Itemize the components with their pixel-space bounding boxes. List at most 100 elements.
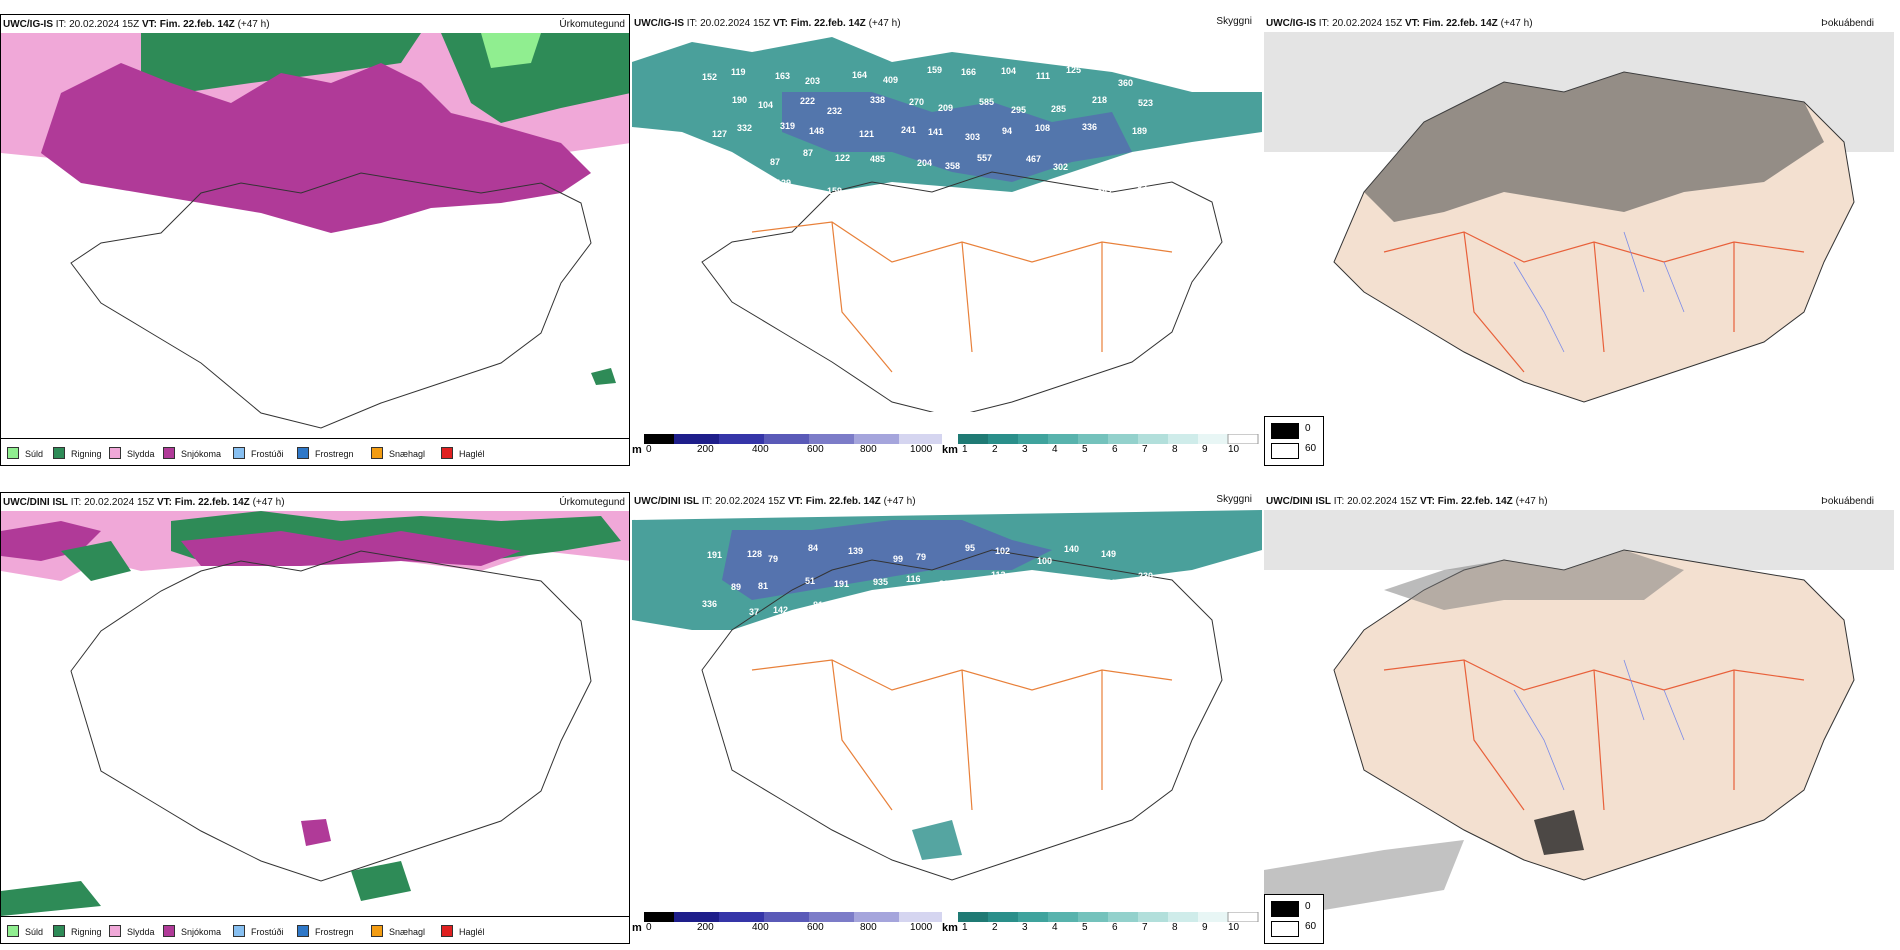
cloud-base-label: 37 (749, 607, 759, 617)
fog-index-legend: 0 60 (1264, 416, 1324, 466)
cloud-base-colorbar-gradient (644, 434, 944, 444)
model-name: UWC/DINI ISL (1266, 496, 1331, 507)
valid-time: Fim. 22.feb. 14Z (174, 497, 250, 508)
fog-legend-label: 60 (1305, 443, 1317, 454)
cloud-base-tick: 1000 (910, 922, 933, 933)
cloud-base-label: 97 (757, 180, 767, 190)
cloud-base-label: 334 (1109, 159, 1124, 169)
precip-type-legend: Súld Rigning Slydda Snjókoma Frostúði Fr… (1, 916, 629, 943)
cloud-base-label: 285 (1051, 104, 1066, 114)
fog-legend-swatch-white (1271, 443, 1299, 459)
lead-time: (+47 h) (237, 19, 270, 30)
visibility-tick: 5 (1082, 922, 1088, 933)
fog-background (1264, 510, 1894, 570)
cloud-base-label: 222 (800, 96, 815, 106)
valid-label: VT: (787, 496, 803, 507)
cloud-base-tick: 600 (807, 444, 824, 455)
visibility-tick: 10 (1228, 444, 1240, 455)
cloud-base-label: 387 (1097, 188, 1112, 198)
panel-header: UWC/DINI ISL IT: 20.02.2024 15Z VT: Fim.… (3, 497, 285, 508)
cloud-base-label: 336 (702, 599, 717, 609)
valid-time: Fim. 22.feb. 14Z (1422, 18, 1498, 29)
fog-legend-swatch-white (1271, 921, 1299, 937)
iceland-outline (701, 171, 1223, 412)
cloud-base-label: 95 (965, 543, 975, 553)
cloud-base-label: 295 (1011, 105, 1026, 115)
cloud-base-label: 203 (805, 76, 820, 86)
river-network (1513, 231, 1685, 353)
cloud-base-label: 89 (1158, 162, 1168, 172)
cloud-base-labels: 152 119 163 203 164 409 159 166 104 111 125 360 523 1… (702, 65, 1168, 198)
model-name: UWC/DINI ISL (634, 496, 699, 507)
fog-legend-swatch-black (1271, 901, 1299, 917)
valid-label: VT: (1404, 18, 1420, 29)
model-name: UWC/IG-IS (634, 18, 684, 29)
fog-area (1534, 810, 1584, 855)
fog-index-panel-row2: UWC/DINI ISL IT: 20.02.2024 15Z VT: Fim.… (1264, 492, 1894, 944)
valid-label: VT: (1419, 496, 1435, 507)
legend-swatch (7, 925, 19, 937)
drizzle-area (481, 33, 541, 68)
cloud-base-label: 139 (848, 546, 863, 556)
cloud-base-label: 358 (945, 161, 960, 171)
cloud-base-colorbar-gradient (644, 912, 944, 922)
iceland-outline (70, 550, 592, 882)
iceland-outline (70, 172, 592, 429)
cloud-base-label: 338 (870, 95, 885, 105)
legend-swatch (7, 447, 19, 459)
cloud-base-label: 360 (1118, 78, 1133, 88)
cloud-base-label: 812 (1133, 598, 1148, 608)
cloud-base-label: 90 (705, 187, 715, 197)
cloud-base-label: 164 (852, 70, 867, 80)
panel-header: UWC/DINI ISL IT: 20.02.2024 15Z VT: Fim.… (634, 496, 916, 507)
cloud-base-label: 166 (961, 67, 976, 77)
cloud-base-labels: 191 128 79 84 139 99 79 95 102 100 140 149 230 89 81 51… (702, 543, 1153, 617)
cloud-base-label: 83 (1137, 183, 1147, 193)
legend-item-snow-pellets: Snæhagl (371, 447, 425, 459)
visibility-tick: 2 (992, 922, 998, 933)
cloud-base-label: 128 (747, 549, 762, 559)
cloud-base-unit: m (632, 444, 642, 456)
fog-index-map (1264, 32, 1894, 403)
cloud-base-tick: 800 (860, 444, 877, 455)
fog-area (1364, 72, 1824, 222)
valid-time: Fim. 22.feb. 14Z (805, 496, 881, 507)
legend-swatch (233, 925, 245, 937)
cloud-base-label: 485 (870, 154, 885, 164)
visibility-tick: 7 (1142, 922, 1148, 933)
cloud-base-label: 149 (1101, 549, 1116, 559)
cloud-base-unit: m (632, 922, 642, 934)
init-time: IT: 20.02.2024 15Z (55, 19, 140, 30)
legend-swatch (441, 447, 453, 459)
init-time: IT: 20.02.2024 15Z (70, 497, 155, 508)
legend-item-snow-pellets: Snæhagl (371, 925, 425, 937)
panel-title: Skyggni (1216, 494, 1252, 505)
cloud-base-label: 119 (731, 67, 746, 77)
legend-swatch (297, 925, 309, 937)
model-name: UWC/IG-IS (3, 19, 53, 30)
valid-label: VT: (141, 19, 157, 30)
rain-area (351, 861, 411, 901)
cloud-base-label: 116 (906, 574, 921, 584)
cloud-base-label: 148 (809, 126, 824, 136)
cloud-base-label: 585 (979, 97, 994, 107)
lead-time: (+47 h) (252, 497, 285, 508)
cloud-base-label: 79 (916, 552, 926, 562)
cloud-base-label: 100 (1037, 556, 1052, 566)
visibility-tick: 3 (1022, 444, 1028, 455)
cloud-base-tick: 0 (646, 922, 652, 933)
legend-item-drizzle: Súld (7, 447, 43, 459)
cloud-base-label: 303 (965, 132, 980, 142)
legend-item-sleet: Slydda (109, 925, 155, 937)
cloud-base-label: 51 (805, 576, 815, 586)
cloud-base-label: 232 (827, 106, 842, 116)
visibility-tick: 10 (1228, 922, 1240, 933)
iceland-outline (701, 549, 1223, 881)
cloud-base-label: 302 (1053, 162, 1068, 172)
legend-swatch (441, 925, 453, 937)
cloud-base-label: 245 (1053, 575, 1068, 585)
cloud-base-label: 108 (1035, 123, 1050, 133)
low-visibility-area (912, 820, 962, 860)
legend-item-snow: Snjókoma (163, 925, 221, 937)
legend-item-rain: Rigning (53, 447, 102, 459)
